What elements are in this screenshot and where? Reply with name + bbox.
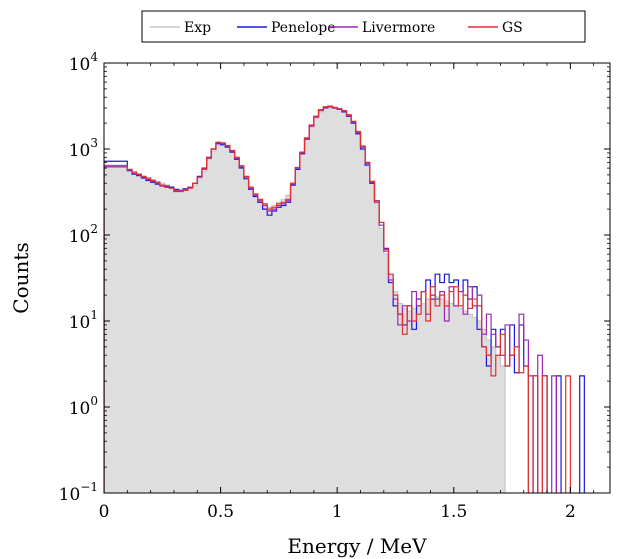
legend-label-exp: Exp: [184, 20, 211, 36]
legend: Exp Penelope Livermore GS: [141, 10, 586, 43]
x-tick-label: 0.5: [207, 502, 234, 522]
series-exp-area: [104, 107, 506, 493]
y-tick-label: 100: [69, 394, 98, 419]
y-tick-label: 101: [69, 308, 98, 333]
y-tick-label: 102: [69, 222, 98, 247]
y-axis-label: Counts: [9, 242, 33, 313]
x-axis-label: Energy / MeV: [287, 534, 427, 558]
x-tick-label: 2: [565, 502, 576, 522]
legend-label-livermore: Livermore: [362, 20, 435, 36]
plot-area: [104, 105, 585, 493]
y-tick-label: 104: [69, 50, 99, 75]
axis-ticks: 0 0.5 1 1.5 2 10−1 100 101 102 103 104: [59, 50, 610, 522]
y-tick-label: 10−1: [59, 480, 98, 505]
x-tick-label: 0: [99, 502, 110, 522]
legend-label-penelope: Penelope: [271, 20, 336, 36]
x-tick-label: 1.5: [440, 502, 467, 522]
legend-label-gs: GS: [502, 20, 523, 36]
series-gs-line: [104, 105, 571, 493]
y-tick-label: 103: [69, 136, 98, 161]
plot-frame: [103, 62, 611, 494]
legend-box: [141, 10, 586, 43]
x-tick-label: 1: [332, 502, 343, 522]
